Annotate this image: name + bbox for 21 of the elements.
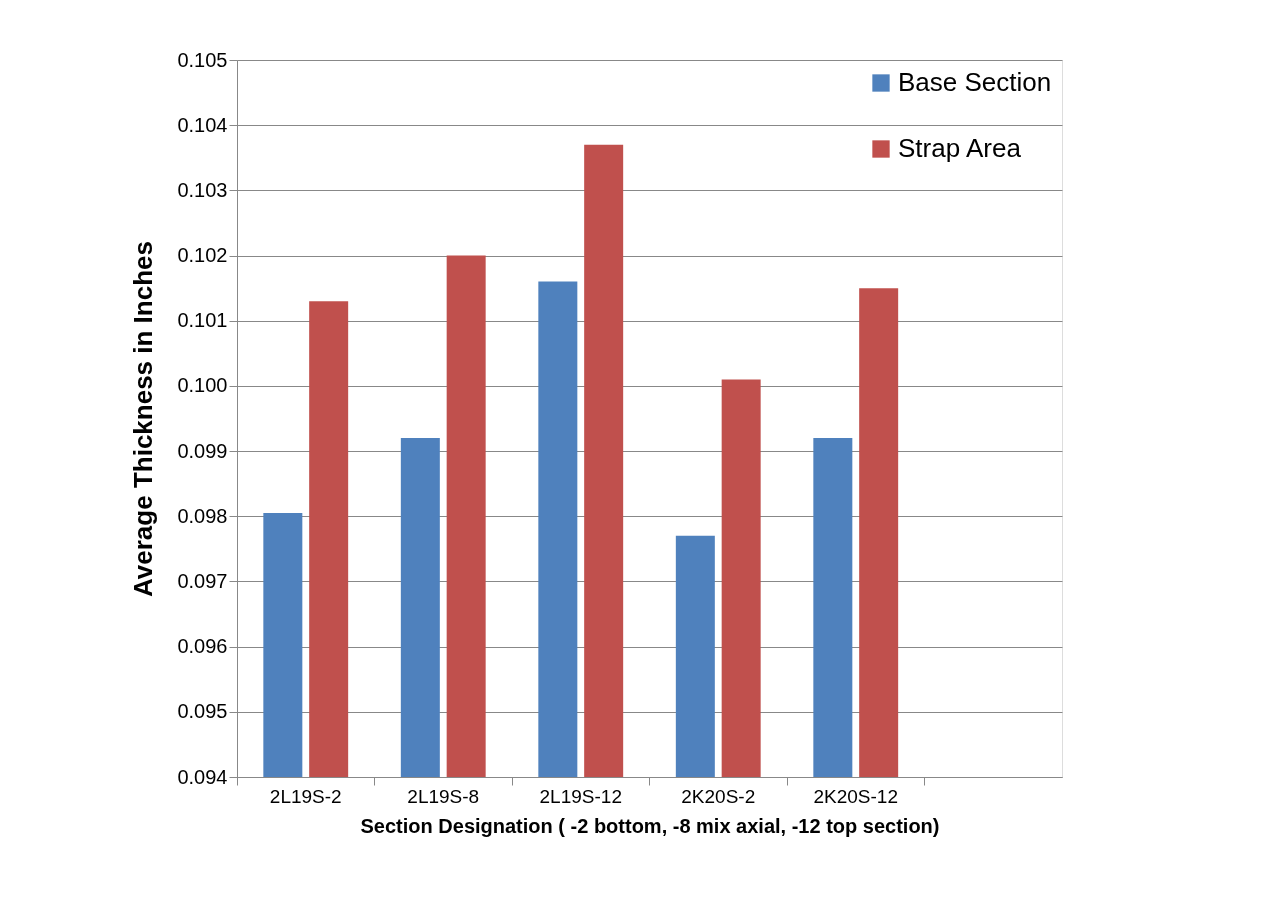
y-tick-label: 0.103 (177, 178, 228, 201)
y-tick-label: 0.101 (177, 309, 228, 332)
y-axis-title: Average Thickness in Inches (128, 241, 159, 597)
y-tick-label: 0.102 (177, 244, 228, 267)
x-tick-label: 2L19S-2 (269, 785, 342, 807)
y-tick-label: 0.098 (177, 504, 228, 527)
x-tick-label: 2L19S-12 (539, 785, 622, 807)
y-tick-label: 0.097 (177, 569, 228, 592)
y-tick-label: 0.100 (177, 374, 228, 397)
x-axis-title: Section Designation ( -2 bottom, -8 mix axial, -12 top section) (360, 814, 940, 837)
y-tick-label: 0.105 (177, 48, 228, 71)
y-tick-label: 0.094 (177, 765, 228, 788)
y-tick-label: 0.099 (177, 439, 228, 462)
legend-label: Base Section (898, 67, 1052, 97)
y-tick-label: 0.096 (177, 635, 228, 658)
x-tick-label: 2K20S-2 (681, 785, 756, 807)
x-tick-label: 2L19S-8 (407, 785, 480, 807)
x-tick-label: 2K20S-12 (813, 785, 899, 807)
y-tick-label: 0.095 (177, 700, 228, 723)
legend-label: Strap Area (898, 133, 1022, 163)
y-tick-label: 0.104 (177, 113, 228, 136)
